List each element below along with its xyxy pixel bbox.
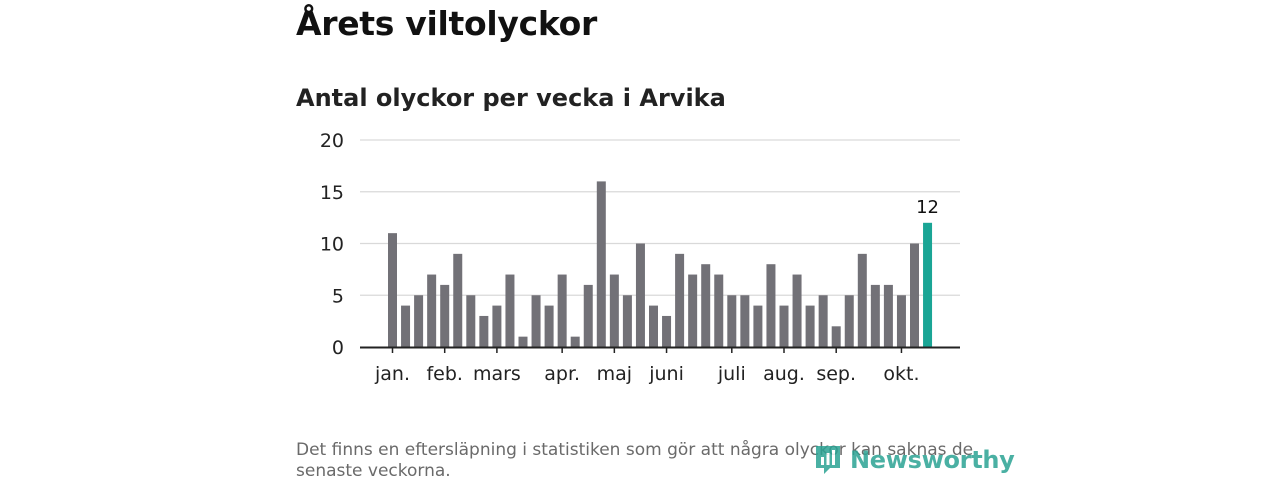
bar <box>622 295 632 347</box>
brand-name: Newsworthy <box>850 446 1015 474</box>
bar <box>609 274 619 347</box>
bar <box>792 274 802 347</box>
bar <box>883 284 893 347</box>
bar <box>596 181 606 347</box>
bar <box>544 305 554 347</box>
bar <box>466 295 476 347</box>
bar <box>518 336 528 347</box>
bar <box>831 326 841 347</box>
y-tick-label: 5 <box>332 285 344 307</box>
bar <box>740 295 750 347</box>
bar <box>896 295 906 347</box>
x-tick-label: jan. <box>374 363 410 385</box>
bar <box>505 274 515 347</box>
footnote: Det finns en eftersläpning i statistiken… <box>296 440 974 480</box>
x-tick-label: aug. <box>763 363 805 385</box>
chart-title: Antal olyckor per vecka i Arvika <box>296 84 726 112</box>
x-axis-ticks: jan. feb. mars apr. maj juni juli aug. sep. okt. <box>374 347 920 385</box>
highlight-data-label: 12 <box>916 197 939 218</box>
x-tick-label: mars <box>473 363 521 385</box>
bar <box>753 305 763 347</box>
bar-chart: 0 5 10 15 20 jan. feb. mars apr. maj juni juli aug.… <box>320 130 960 385</box>
bars <box>388 181 933 347</box>
x-tick-label: sep. <box>816 363 856 385</box>
x-tick-label: apr. <box>544 363 580 385</box>
bar <box>570 336 580 347</box>
brand-logo: Newsworthy <box>814 444 1015 476</box>
page-title: Årets viltolyckor <box>296 4 597 43</box>
bar <box>453 253 463 347</box>
x-tick-label: juni <box>648 363 684 385</box>
bar-highlight <box>923 222 933 347</box>
bar <box>531 295 541 347</box>
bar <box>388 233 397 347</box>
bar <box>910 243 919 347</box>
bar <box>844 295 854 347</box>
bar <box>492 305 502 347</box>
x-tick-label: juli <box>717 363 746 385</box>
bar <box>635 243 645 347</box>
newsworthy-logo-icon <box>816 446 840 474</box>
data-labels: 12 <box>916 197 939 218</box>
bar <box>557 274 567 347</box>
bar <box>805 305 815 347</box>
grid-lines <box>360 139 960 296</box>
y-tick-label: 15 <box>320 182 344 204</box>
bar <box>766 264 776 347</box>
y-tick-label: 0 <box>332 337 344 359</box>
bar <box>427 274 437 347</box>
bar <box>857 253 867 347</box>
x-tick-label: okt. <box>883 363 919 385</box>
bar <box>870 284 880 347</box>
bar <box>414 295 424 347</box>
y-tick-label: 10 <box>320 234 344 256</box>
bar <box>688 274 698 347</box>
bar <box>662 315 672 347</box>
bar <box>701 264 711 347</box>
bar <box>440 284 450 347</box>
bar <box>649 305 658 347</box>
bar <box>675 253 685 347</box>
y-axis-ticks: 0 5 10 15 20 <box>320 130 344 359</box>
bar <box>479 315 489 347</box>
bar <box>818 295 828 347</box>
bar <box>401 305 411 347</box>
bar <box>727 295 737 347</box>
bar <box>714 274 724 347</box>
x-tick-label: maj <box>597 363 632 385</box>
bar <box>779 305 789 347</box>
bar <box>583 284 593 347</box>
x-tick-label: feb. <box>426 363 462 385</box>
y-tick-label: 20 <box>320 130 344 152</box>
